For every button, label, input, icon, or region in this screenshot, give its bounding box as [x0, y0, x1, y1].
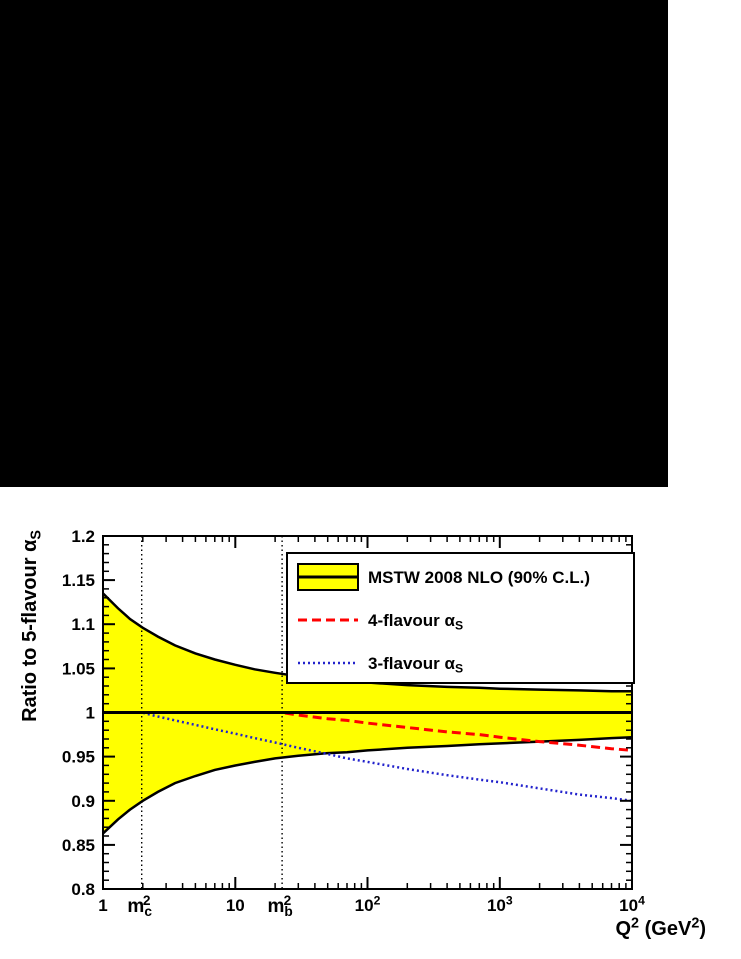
svg-text:0.9: 0.9 — [71, 792, 95, 811]
svg-text:0.95: 0.95 — [62, 748, 95, 767]
svg-text:mc2: mc2 — [127, 893, 152, 919]
svg-text:102: 102 — [355, 894, 381, 916]
svg-text:mb2: mb2 — [267, 893, 292, 919]
y-axis: 0.8 0.85 0.9 0.95 1 1.05 1.1 1.15 1.2 — [62, 527, 632, 899]
svg-text:1.2: 1.2 — [71, 527, 95, 546]
svg-text:MSTW 2008 NLO (90% C.L.): MSTW 2008 NLO (90% C.L.) — [368, 568, 590, 587]
svg-text:1.15: 1.15 — [62, 571, 95, 590]
series-3-flavour — [103, 711, 633, 803]
svg-text:0.85: 0.85 — [62, 836, 95, 855]
svg-text:1: 1 — [86, 704, 95, 723]
chart-svg: 0.8 0.85 0.9 0.95 1 1.05 1.1 1.15 1.2 1 10 102 103 10… — [19, 527, 706, 940]
svg-text:104: 104 — [619, 894, 645, 916]
svg-text:3-flavour αS: 3-flavour αS — [368, 654, 463, 676]
svg-text:0.8: 0.8 — [71, 880, 95, 899]
svg-text:10: 10 — [226, 896, 245, 915]
svg-text:1: 1 — [98, 896, 107, 915]
svg-text:1.05: 1.05 — [62, 659, 95, 678]
threshold-label-mb2: mb2 — [267, 893, 292, 919]
svg-text:Q2 (GeV2): Q2 (GeV2) — [615, 915, 706, 940]
legend-entry-1: 4-flavour αS — [298, 611, 463, 633]
legend-entry-2: 3-flavour αS — [298, 654, 463, 676]
svg-text:4-flavour αS: 4-flavour αS — [368, 611, 463, 633]
black-top-area — [0, 0, 668, 487]
legend: MSTW 2008 NLO (90% C.L.) 4-flavour αS 3-fl… — [286, 552, 635, 684]
svg-text:Ratio to 5-flavour αS: Ratio to 5-flavour αS — [19, 530, 44, 722]
svg-text:103: 103 — [487, 894, 513, 916]
svg-text:1.1: 1.1 — [71, 615, 95, 634]
threshold-label-mc2: mc2 — [127, 893, 152, 919]
y-axis-title: Ratio to 5-flavour αS — [19, 530, 44, 722]
legend-entry-0: MSTW 2008 NLO (90% C.L.) — [297, 563, 590, 591]
x-axis-title: Q2 (GeV2) — [615, 915, 706, 940]
x-axis: 1 10 102 103 104 — [98, 536, 645, 915]
alpha-s-ratio-plot: 0.8 0.85 0.9 0.95 1 1.05 1.1 1.15 1.2 1 10 102 103 10… — [0, 487, 741, 959]
